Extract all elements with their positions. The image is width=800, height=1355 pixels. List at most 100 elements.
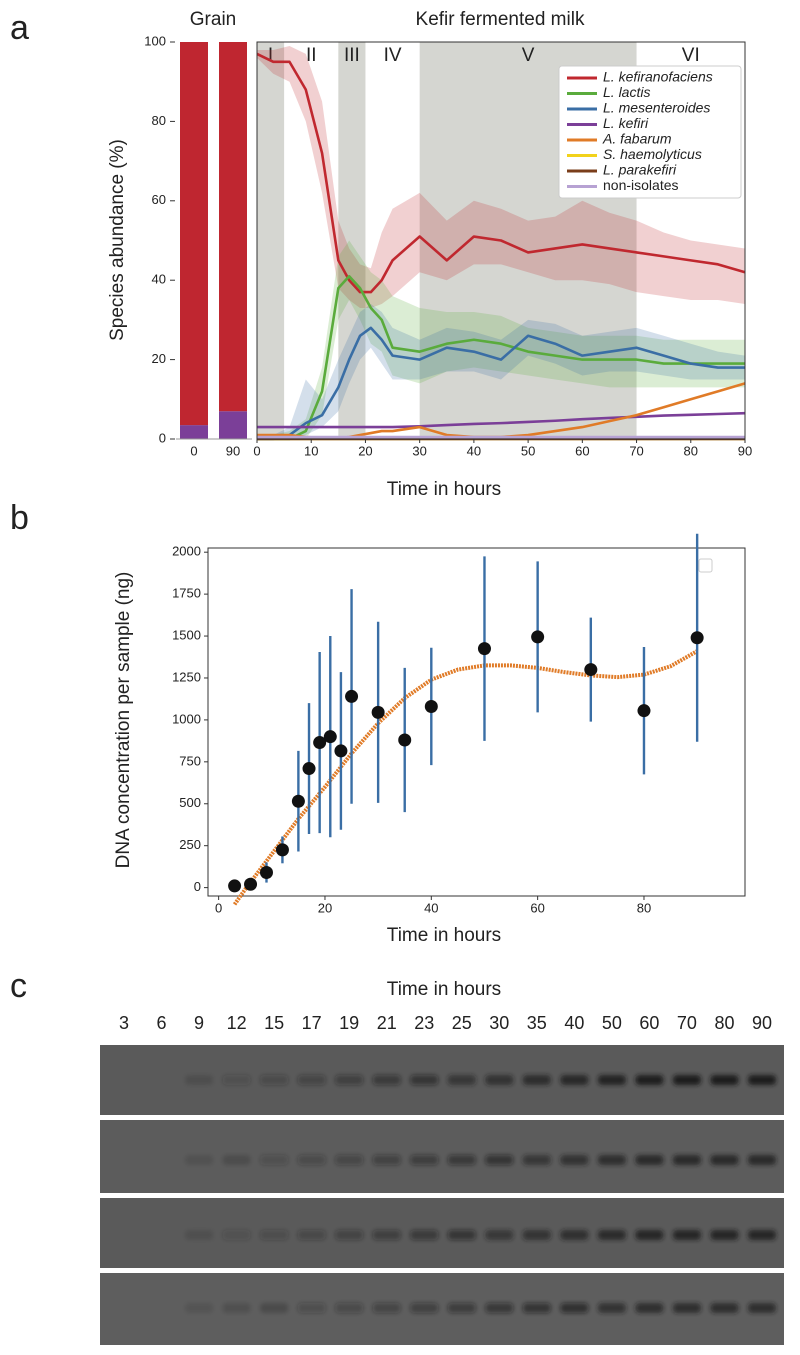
x-tick-label: 30	[412, 443, 426, 458]
bar-segment	[180, 425, 208, 439]
lane-label: 21	[377, 1013, 397, 1033]
gel-band	[335, 1230, 364, 1240]
gel-band	[222, 1303, 251, 1313]
x-tick-label: 90	[226, 443, 240, 458]
gel-band	[597, 1230, 626, 1240]
confidence-band	[257, 240, 745, 439]
y-tick-label: 250	[179, 837, 201, 852]
data-point	[291, 794, 305, 808]
lane-label: 60	[639, 1013, 659, 1033]
y-axis-label: Species abundance (%)	[107, 139, 128, 341]
lane-label: 23	[414, 1013, 434, 1033]
y-tick-label: 20	[152, 351, 166, 366]
gel-band	[485, 1303, 514, 1313]
gel-band	[522, 1155, 551, 1165]
empty-legend	[698, 558, 713, 573]
gel-band	[372, 1230, 401, 1240]
grain-title: Grain	[190, 9, 236, 30]
gel-band	[748, 1075, 776, 1085]
data-point	[531, 630, 545, 644]
gel-band	[335, 1155, 364, 1165]
data-point	[424, 699, 438, 713]
gel-row	[100, 1045, 784, 1115]
gel-band	[297, 1230, 326, 1240]
y-tick-label: 500	[179, 795, 201, 810]
series-line	[257, 326, 745, 441]
confidence-band	[257, 45, 745, 308]
gel-band	[560, 1155, 589, 1165]
y-tick-label: 40	[152, 272, 166, 287]
data-point	[637, 704, 651, 718]
gel-band	[672, 1155, 701, 1165]
y-tick-label: 60	[152, 192, 166, 207]
y-tick-label: 1750	[172, 586, 201, 601]
gel-band	[560, 1075, 589, 1085]
phase-label: V	[522, 45, 535, 66]
x-axis-label: Time in hours	[387, 479, 501, 500]
x-tick-label: 0	[253, 443, 260, 458]
lane-label: 17	[302, 1013, 322, 1033]
lane-label: 9	[194, 1013, 204, 1033]
gel-band	[635, 1230, 664, 1240]
gel-band	[597, 1155, 626, 1165]
gel-band	[672, 1303, 701, 1313]
series-line	[256, 52, 746, 294]
gel-title: Time in hours	[387, 979, 501, 1000]
y-tick-label: 2000	[172, 544, 201, 559]
phase-label: I	[268, 45, 273, 66]
lane-label: 15	[264, 1013, 284, 1033]
gel-band	[710, 1155, 739, 1165]
gel-band	[260, 1230, 289, 1240]
legend-label: L. mesenteroides	[603, 100, 710, 116]
gel-band	[672, 1230, 701, 1240]
gel-band	[260, 1155, 289, 1165]
lane-label: 6	[157, 1013, 167, 1033]
data-point	[244, 877, 258, 891]
gel-band	[710, 1075, 739, 1085]
data-point	[345, 689, 359, 703]
gel-row	[100, 1120, 784, 1193]
legend-box	[558, 65, 742, 199]
gel-image	[100, 1045, 784, 1345]
y-tick-label: 0	[194, 879, 201, 894]
y-tick-label: 80	[152, 113, 166, 128]
plot-frame	[256, 41, 746, 440]
phase-band	[257, 42, 285, 439]
gel-band	[710, 1230, 739, 1240]
x-tick-label: 10	[304, 443, 318, 458]
y-tick-label: 750	[179, 753, 201, 768]
data-point	[334, 744, 348, 758]
lane-label: 35	[527, 1013, 547, 1033]
data-point	[259, 866, 273, 880]
gel-band	[185, 1230, 214, 1240]
lane-label: 3	[119, 1013, 129, 1033]
panel-label: b	[10, 499, 29, 537]
gel-band	[485, 1230, 514, 1240]
legend-label: A. fabarum	[602, 131, 672, 147]
gel-row	[100, 1198, 784, 1268]
gel-band	[222, 1230, 251, 1240]
lane-label: 19	[339, 1013, 359, 1033]
gel-band	[447, 1155, 476, 1165]
gel-band	[410, 1303, 439, 1313]
panel-label: a	[10, 9, 29, 47]
gel-band	[372, 1303, 401, 1313]
panel-label: c	[10, 967, 27, 1005]
y-axis-label: DNA concentration per sample (ng)	[113, 572, 134, 869]
gel-band	[297, 1303, 326, 1313]
phase-label: II	[306, 45, 317, 66]
lane-label: 25	[452, 1013, 472, 1033]
lane-label: 90	[752, 1013, 772, 1033]
gel-band	[635, 1155, 664, 1165]
legend-label: L. kefiranofaciens	[603, 69, 713, 85]
y-tick-label: 1000	[172, 711, 201, 726]
x-tick-label: 40	[424, 900, 438, 915]
legend-label: L. lactis	[603, 84, 650, 100]
series-line	[257, 411, 746, 429]
legend-label: L. kefiri	[603, 115, 649, 131]
gel-band	[748, 1155, 776, 1165]
bar-segment	[219, 411, 247, 439]
gel-band	[410, 1075, 439, 1085]
x-tick-label: 0	[215, 900, 222, 915]
y-tick-label: 1250	[172, 669, 201, 684]
